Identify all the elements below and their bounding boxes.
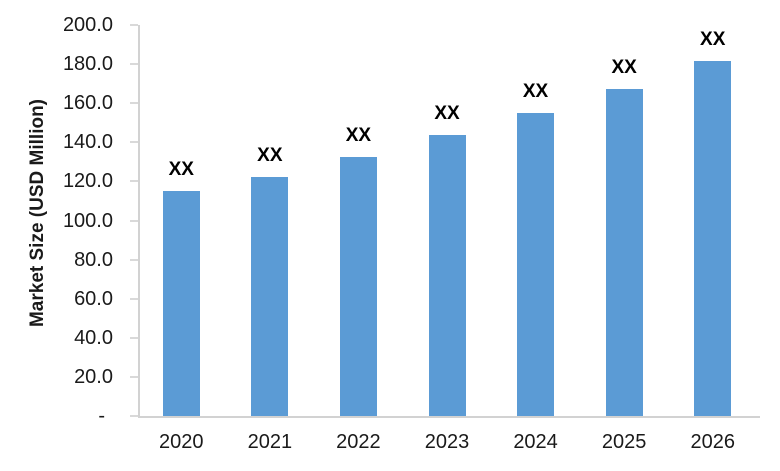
bar-value-label: XX xyxy=(522,80,549,102)
y-tick-mark xyxy=(130,102,138,105)
y-tick-mark xyxy=(130,219,138,222)
y-tick-mark xyxy=(130,336,138,339)
x-tick-label: 2021 xyxy=(247,431,293,453)
y-tick-mark xyxy=(130,180,138,183)
y-tick-label: - xyxy=(98,405,105,427)
y-tick-label: 100.0 xyxy=(62,209,113,232)
y-tick-label: 140.0 xyxy=(62,131,113,154)
y-tick-label: 200.0 xyxy=(62,14,113,36)
x-tick-label: 2026 xyxy=(690,431,735,453)
y-tick-mark xyxy=(130,258,138,261)
y-tick-label: 40.0 xyxy=(74,326,113,349)
bar xyxy=(162,191,200,416)
y-tick-label: 20.0 xyxy=(74,365,113,388)
y-tick-mark xyxy=(130,375,138,378)
y-axis-line xyxy=(138,25,140,416)
bar xyxy=(251,176,289,416)
y-tick-label: 160.0 xyxy=(62,92,113,115)
bar-value-label: XX xyxy=(168,159,194,181)
bar xyxy=(694,61,732,416)
y-tick-mark xyxy=(130,415,138,417)
y-tick-mark xyxy=(130,24,138,26)
y-tick-label: 60.0 xyxy=(74,287,113,310)
bar xyxy=(428,135,466,416)
bar-value-label: XX xyxy=(611,56,637,78)
y-tick-mark xyxy=(130,63,138,66)
bar xyxy=(605,88,643,416)
bar xyxy=(517,112,555,416)
x-tick-label: 2020 xyxy=(159,431,204,453)
y-tick-label: 120.0 xyxy=(62,170,113,193)
bar-value-label: XX xyxy=(434,103,460,125)
y-tick-mark xyxy=(130,141,138,144)
bar-value-label: XX xyxy=(345,124,372,146)
x-axis-line xyxy=(138,416,760,418)
bar-value-label: XX xyxy=(700,29,726,51)
y-tick-mark xyxy=(130,297,138,300)
y-tick-label: 180.0 xyxy=(62,53,113,76)
bar xyxy=(339,156,377,416)
y-tick-label: 80.0 xyxy=(74,248,113,271)
x-tick-label: 2024 xyxy=(513,431,558,453)
x-tick-label: 2022 xyxy=(336,431,381,453)
x-tick-label: 2023 xyxy=(424,431,470,453)
x-tick-label: 2025 xyxy=(601,431,647,453)
bar-value-label: XX xyxy=(257,144,283,166)
